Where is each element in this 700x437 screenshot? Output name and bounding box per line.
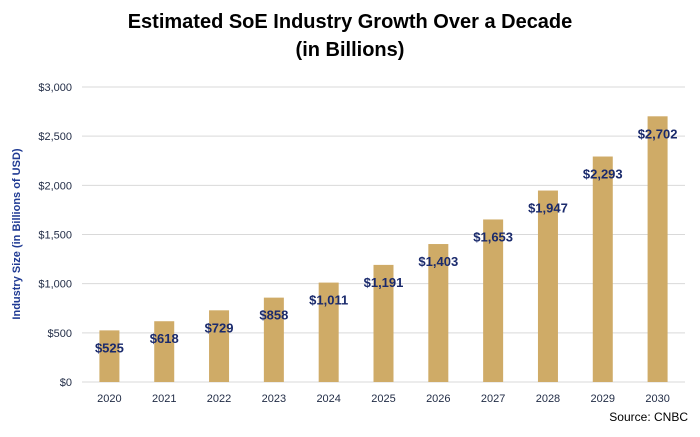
data-label: $858 [259, 308, 288, 323]
data-label: $1,011 [309, 293, 348, 308]
chart-title: Estimated SoE Industry Growth Over a Dec… [0, 8, 700, 64]
data-label: $2,702 [638, 126, 678, 141]
bar-2021 [154, 321, 175, 382]
bars [99, 116, 668, 382]
grid-lines [82, 86, 685, 383]
bar-2030 [647, 116, 668, 382]
y-tick-label: $2,000 [38, 180, 72, 192]
y-tick-label: $2,500 [38, 131, 72, 143]
bar-2022 [209, 310, 230, 382]
data-label: $525 [95, 340, 124, 355]
x-tick-label: 2023 [262, 393, 286, 405]
data-labels: $525 $618 $729 $858 $1,011 $1,191 $1,403 $1,653… [95, 126, 678, 355]
bar-2023 [263, 297, 284, 382]
x-tick-label: 2020 [97, 393, 121, 405]
y-tick-label: $1,000 [38, 279, 72, 291]
x-tick-label: 2026 [426, 393, 450, 405]
x-axis-ticks: 2020 2021 2022 2023 2024 2025 2026 2027 2028 2029… [97, 393, 670, 405]
x-tick-label: 2028 [536, 393, 560, 405]
x-tick-label: 2030 [645, 393, 669, 405]
bar-2024 [318, 282, 339, 382]
x-tick-label: 2029 [591, 393, 615, 405]
data-label: $618 [150, 331, 179, 346]
x-tick-label: 2027 [481, 393, 505, 405]
x-tick-label: 2021 [152, 393, 176, 405]
y-tick-label: $0 [60, 377, 72, 389]
bar-2020 [99, 330, 120, 382]
chart-title-line2: (in Billions) [295, 39, 405, 61]
x-tick-label: 2024 [316, 393, 340, 405]
bar-2027 [483, 219, 504, 382]
x-tick-label: 2022 [207, 393, 231, 405]
bar-2029 [592, 156, 613, 382]
data-label: $1,403 [418, 254, 458, 269]
data-label: $729 [205, 320, 234, 335]
x-tick-label: 2025 [371, 393, 395, 405]
bar-2026 [428, 244, 449, 382]
y-tick-label: $1,500 [38, 230, 72, 242]
y-axis-label: Industry Size (in Billions of USD) [11, 148, 23, 319]
y-tick-label: $500 [48, 328, 72, 340]
data-label: $1,947 [528, 201, 568, 216]
source-note: Source: CNBC [609, 410, 688, 424]
y-tick-label: $3,000 [38, 82, 72, 94]
data-label: $2,293 [583, 167, 623, 182]
bar-2025 [373, 264, 394, 382]
data-label: $1,191 [364, 275, 404, 290]
y-axis-ticks: $0 $500 $1,000 $1,500 $2,000 $2,500 $3,000 [38, 82, 72, 389]
chart-title-line1: Estimated SoE Industry Growth Over a Dec… [127, 11, 573, 33]
bar-2028 [537, 190, 558, 382]
data-label: $1,653 [473, 229, 513, 244]
